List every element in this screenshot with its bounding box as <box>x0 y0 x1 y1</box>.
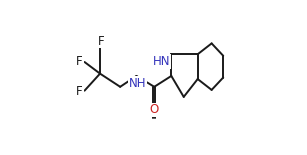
Text: F: F <box>98 35 104 48</box>
Text: F: F <box>76 85 83 98</box>
Text: NH: NH <box>128 77 146 90</box>
Text: F: F <box>76 55 83 68</box>
Text: O: O <box>150 103 159 116</box>
Text: HN: HN <box>153 55 171 68</box>
